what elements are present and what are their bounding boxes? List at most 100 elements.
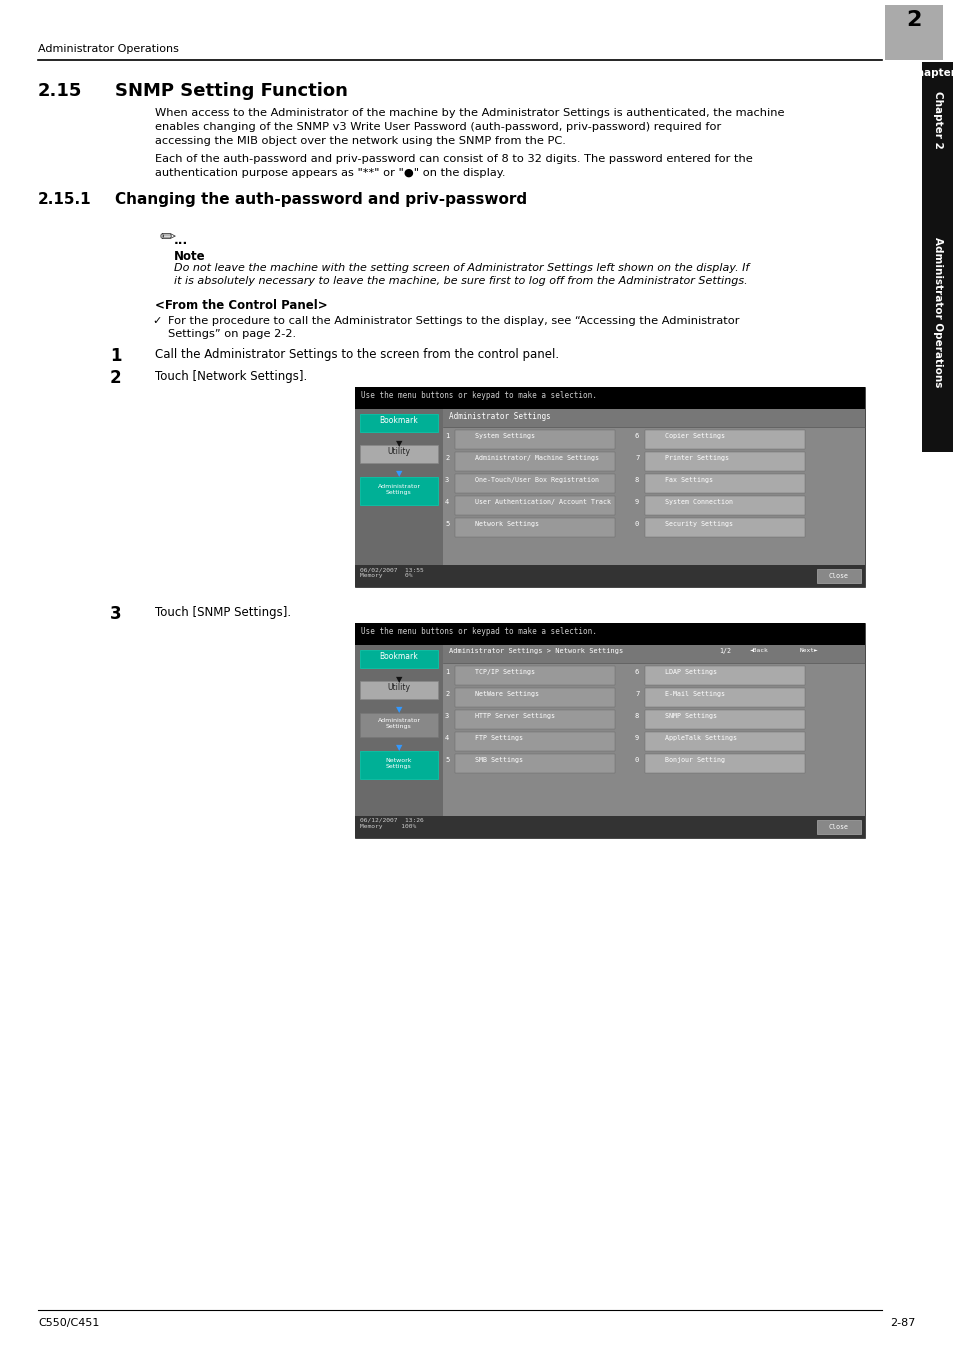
Text: <From the Control Panel>: <From the Control Panel> (154, 298, 327, 312)
Text: Changing the auth-password and priv-password: Changing the auth-password and priv-pass… (115, 192, 527, 207)
Text: ◄Back: ◄Back (749, 648, 768, 653)
Bar (455, 431, 615, 450)
Text: Administrator Settings > Network Settings: Administrator Settings > Network Setting… (449, 648, 622, 653)
Text: LDAP Settings: LDAP Settings (664, 670, 717, 675)
Bar (455, 474, 615, 493)
Bar (644, 474, 804, 493)
Text: Utility: Utility (387, 683, 410, 693)
Bar (442, 645, 864, 663)
Text: When access to the Administrator of the machine by the Administrator Settings is: When access to the Administrator of the … (154, 108, 783, 117)
Bar (644, 710, 804, 729)
Bar (359, 446, 437, 463)
Text: 6: 6 (635, 670, 639, 675)
Text: 2-87: 2-87 (890, 1318, 915, 1328)
Text: 2.15.1: 2.15.1 (38, 192, 91, 207)
Text: 3: 3 (110, 605, 121, 622)
Text: 2.15: 2.15 (38, 82, 82, 100)
Text: Administrator/ Machine Settings: Administrator/ Machine Settings (475, 455, 598, 460)
Bar (355, 622, 864, 838)
Text: System Connection: System Connection (664, 500, 732, 505)
Bar (442, 409, 864, 587)
Text: Administrator
Settings: Administrator Settings (377, 485, 420, 495)
Bar (644, 518, 804, 537)
Text: Chapter 2: Chapter 2 (908, 68, 953, 78)
Text: accessing the MIB object over the network using the SNMP from the PC.: accessing the MIB object over the networ… (154, 136, 565, 146)
Text: 6: 6 (635, 433, 639, 439)
Text: it is absolutely necessary to leave the machine, be sure first to log off from t: it is absolutely necessary to leave the … (173, 275, 747, 286)
Text: SMB Settings: SMB Settings (475, 757, 522, 763)
Text: 0: 0 (635, 521, 639, 526)
Text: Administrator
Settings: Administrator Settings (377, 718, 420, 729)
Text: 2: 2 (110, 369, 121, 387)
Text: 5: 5 (444, 521, 449, 526)
Text: C550/C451: C550/C451 (38, 1318, 99, 1328)
Text: 1: 1 (444, 433, 449, 439)
Text: 2: 2 (905, 9, 921, 30)
Bar (355, 409, 442, 587)
Text: authentication purpose appears as "**" or "●" on the display.: authentication purpose appears as "**" o… (154, 167, 505, 178)
Bar (355, 815, 864, 838)
Text: Close: Close (828, 572, 848, 579)
Bar (644, 495, 804, 514)
Text: Security Settings: Security Settings (664, 521, 732, 526)
Text: Use the menu buttons or keypad to make a selection.: Use the menu buttons or keypad to make a… (360, 392, 597, 400)
Text: E-Mail Settings: E-Mail Settings (664, 691, 724, 697)
Text: enables changing of the SNMP v3 Write User Password (auth-password, priv-passwor: enables changing of the SNMP v3 Write Us… (154, 122, 720, 132)
Text: 1: 1 (444, 670, 449, 675)
Text: Close: Close (828, 824, 848, 830)
Text: 7: 7 (635, 455, 639, 460)
Text: Printer Settings: Printer Settings (664, 455, 728, 460)
Text: ✓: ✓ (152, 316, 161, 325)
Text: AppleTalk Settings: AppleTalk Settings (664, 734, 737, 741)
Text: HTTP Server Settings: HTTP Server Settings (475, 713, 555, 720)
Text: One-Touch/User Box Registration: One-Touch/User Box Registration (475, 477, 598, 483)
Bar (644, 431, 804, 450)
Bar (355, 387, 864, 409)
Text: Bookmark: Bookmark (379, 416, 418, 425)
Bar (921, 171, 953, 452)
Bar (644, 452, 804, 471)
Text: SNMP Setting Function: SNMP Setting Function (115, 82, 348, 100)
Bar (355, 387, 864, 587)
Text: Administrator Settings: Administrator Settings (449, 412, 550, 421)
Bar (644, 755, 804, 774)
Text: Each of the auth-password and priv-password can consist of 8 to 32 digits. The p: Each of the auth-password and priv-passw… (154, 154, 752, 163)
Bar (455, 710, 615, 729)
Bar (355, 566, 864, 587)
Bar (816, 819, 861, 834)
Text: 1/2: 1/2 (719, 648, 730, 653)
Bar (921, 62, 953, 171)
Text: User Authentication/ Account Track: User Authentication/ Account Track (475, 500, 610, 505)
Text: 3: 3 (444, 477, 449, 483)
Bar (359, 713, 437, 737)
Text: ▼: ▼ (395, 675, 402, 684)
Text: Network Settings: Network Settings (475, 521, 538, 526)
Text: For the procedure to call the Administrator Settings to the display, see “Access: For the procedure to call the Administra… (168, 316, 739, 325)
Text: Copier Settings: Copier Settings (664, 433, 724, 439)
Text: FTP Settings: FTP Settings (475, 734, 522, 741)
Text: Call the Administrator Settings to the screen from the control panel.: Call the Administrator Settings to the s… (154, 348, 558, 360)
Text: ...: ... (173, 234, 188, 247)
Bar (359, 414, 437, 432)
Bar (455, 688, 615, 707)
Text: Note: Note (173, 250, 206, 263)
Text: ▼: ▼ (395, 743, 402, 752)
Text: TCP/IP Settings: TCP/IP Settings (475, 670, 535, 675)
Bar (355, 622, 864, 645)
Text: 1: 1 (110, 347, 121, 364)
Text: 7: 7 (635, 691, 639, 697)
Bar (455, 666, 615, 684)
Text: 06/12/2007  13:26
Memory     100%: 06/12/2007 13:26 Memory 100% (359, 818, 423, 829)
Text: 2: 2 (444, 455, 449, 460)
Text: Utility: Utility (387, 447, 410, 456)
Text: 3: 3 (444, 713, 449, 720)
Text: NetWare Settings: NetWare Settings (475, 691, 538, 697)
Text: Administrator Operations: Administrator Operations (932, 236, 942, 387)
Text: Touch [Network Settings].: Touch [Network Settings]. (154, 370, 307, 383)
Text: 4: 4 (444, 500, 449, 505)
Text: 9: 9 (635, 500, 639, 505)
Bar (455, 495, 615, 514)
Text: 9: 9 (635, 734, 639, 741)
Bar (455, 518, 615, 537)
Text: Bookmark: Bookmark (379, 652, 418, 662)
